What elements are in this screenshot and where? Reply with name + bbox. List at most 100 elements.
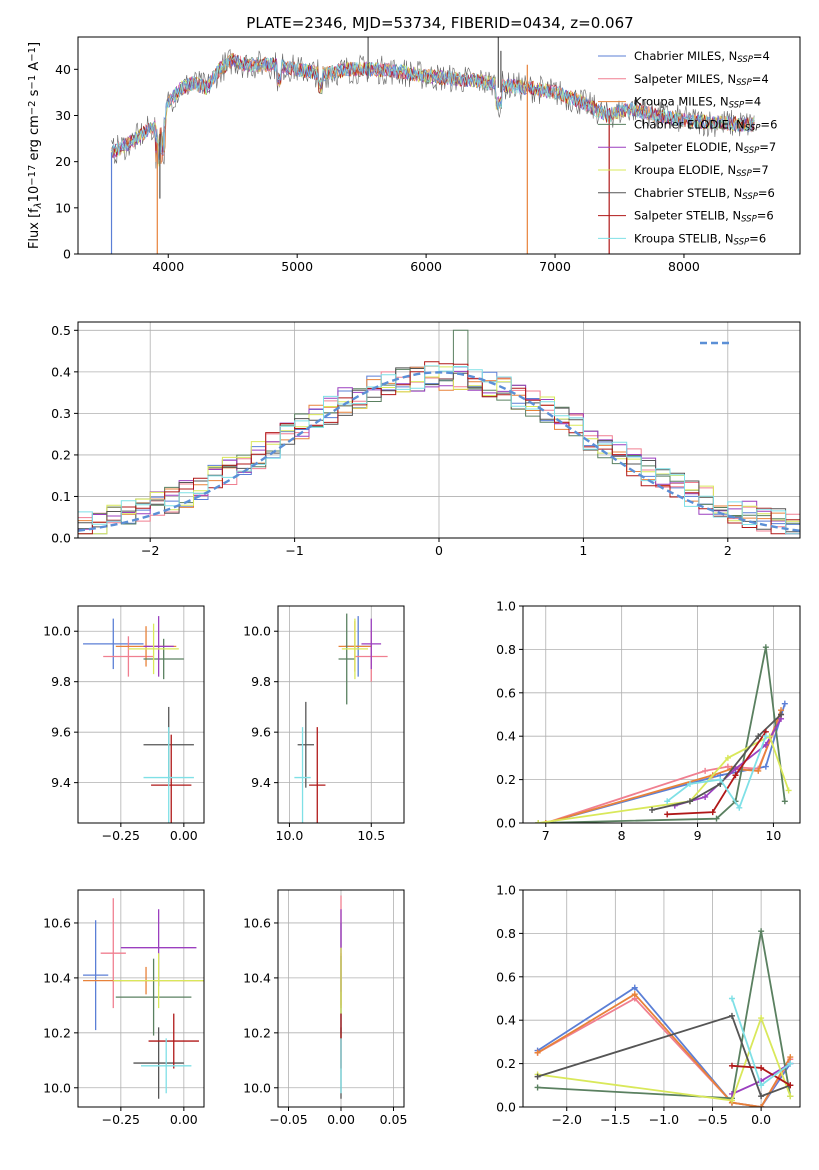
y-tick-label: 0.5 — [51, 323, 71, 338]
weight-marker — [534, 1073, 541, 1080]
x-tick-label: 8000 — [668, 259, 700, 274]
y-tick-label: 40 — [55, 62, 71, 77]
plot-area-age_vs_mass — [294, 613, 388, 823]
axes-mass_vs_z: −0.25 0.00 10.0 10.2 10.4 10.6 — [43, 889, 205, 1127]
y-tick-label: 0.4 — [51, 364, 71, 379]
histogram-series-7 — [78, 361, 800, 535]
weight-marker — [664, 811, 671, 818]
weight-marker — [758, 928, 765, 935]
weight-series-0 — [545, 703, 786, 823]
y-axis-label-part: 10 — [27, 186, 42, 203]
weight-marker — [542, 820, 549, 823]
y-tick-label: 0.2 — [496, 772, 516, 787]
y-tick-label: 0.6 — [496, 685, 516, 700]
legend-entry: Kroupa ELODIE, NSSP=7 — [634, 163, 769, 179]
weight-marker — [702, 793, 709, 800]
legend-sep: , N — [728, 140, 744, 154]
weight-marker — [787, 1054, 794, 1061]
plot-area-spectrum — [110, 37, 755, 254]
y-tick-label: 0.0 — [51, 531, 71, 546]
y-tick-label: 10.2 — [43, 1025, 71, 1040]
y-axis-label-part: −2 — [27, 100, 38, 115]
y-tick-label: 10.2 — [243, 1025, 271, 1040]
axes-frame — [522, 889, 801, 1108]
legend-nssp: 6 — [768, 186, 775, 200]
y-tick-label: 10.4 — [243, 970, 271, 985]
y-axis-label-part: s — [27, 89, 42, 100]
weight-marker — [724, 754, 731, 761]
spectrum-series-4 — [111, 54, 755, 162]
x-tick-label: 10 — [765, 828, 781, 843]
legend-nssp: 6 — [759, 231, 766, 245]
legend-nssp: 6 — [770, 117, 777, 131]
axes-age_vs_mass: 10.0 10.5 9.4 9.6 9.8 10.0 — [243, 605, 405, 843]
weight-marker — [717, 776, 724, 783]
y-tick-label: 10.0 — [243, 624, 271, 639]
axes-residuals: −2 −1 0 1 2 0.0 0.1 0.2 0.3 0.4 0.5 — [51, 321, 801, 558]
legend-sep: , N — [720, 72, 736, 86]
weight-marker — [686, 780, 693, 787]
weight-marker — [785, 787, 792, 794]
y-axis-label-part: −1 — [27, 75, 38, 90]
legend-eq: = — [758, 186, 768, 200]
figure-title: PLATE=2346, MJD=53734, FIBERID=0434, z=0… — [246, 14, 633, 32]
weight-marker — [758, 1082, 765, 1089]
x-tick-label: −0.25 — [102, 828, 140, 843]
y-tick-label: 9.4 — [51, 775, 71, 790]
weight-marker — [664, 798, 671, 805]
weight-marker — [534, 1049, 541, 1056]
x-tick-label: 7 — [542, 828, 550, 843]
x-tick-label: 0.00 — [170, 1112, 198, 1127]
y-tick-label: 9.6 — [251, 725, 271, 740]
legend-entry: Salpeter MILES, NSSP=4 — [634, 72, 769, 88]
legend-sep: , N — [718, 231, 734, 245]
weight-marker — [758, 1015, 765, 1022]
legend-sub: SSP — [737, 55, 753, 65]
legend-name: Chabrier ELODIE — [634, 117, 729, 131]
legend-entry: Kroupa STELIB, NSSP=6 — [634, 231, 766, 247]
y-tick-label: 0.1 — [51, 489, 71, 504]
axes-weight_vs_age: 7 8 9 10 0.0 0.2 0.4 0.6 0.8 1.0 — [496, 599, 801, 843]
legend-sep: , N — [713, 95, 729, 109]
weight-marker — [762, 741, 769, 748]
axes-frame — [77, 36, 801, 255]
x-tick-label: −1.0 — [649, 1112, 679, 1127]
y-tick-label: 10.0 — [243, 1080, 271, 1095]
x-tick-label: −2 — [141, 543, 159, 558]
weight-marker — [534, 1084, 541, 1091]
weight-marker — [702, 767, 709, 774]
y-tick-label: 9.4 — [251, 775, 271, 790]
legend-eq: = — [749, 231, 759, 245]
x-tick-label: 8 — [618, 828, 626, 843]
legend-sep: , N — [720, 163, 736, 177]
legend-sep: , N — [729, 117, 745, 131]
legend-eq: = — [752, 163, 762, 177]
plot-area-mass_vs_z — [83, 898, 204, 1099]
legend-nssp: 4 — [763, 49, 770, 63]
weight-marker — [758, 1104, 765, 1107]
weight-marker — [781, 700, 788, 707]
y-tick-label: 9.8 — [51, 674, 71, 689]
y-tick-label: 10 — [55, 200, 71, 215]
y-axis-label-part: −17 — [27, 165, 38, 186]
y-tick-label: 1.0 — [496, 883, 516, 898]
weight-marker — [736, 804, 743, 811]
x-tick-label: 5000 — [281, 259, 313, 274]
weight-marker — [728, 1062, 735, 1069]
legend-name: Kroupa STELIB — [634, 231, 718, 245]
x-tick-label: 0.00 — [327, 1112, 355, 1127]
y-axis-label-part: erg cm — [27, 115, 42, 164]
legend-eq: = — [757, 209, 767, 223]
axes-age_vs_z: −0.25 0.00 9.4 9.6 9.8 10.0 — [43, 605, 205, 843]
axes-frame — [77, 889, 205, 1108]
weight-series-3 — [538, 647, 786, 823]
legend-name: Salpeter MILES — [634, 72, 720, 86]
weight-marker — [781, 798, 788, 805]
y-tick-label: 0.0 — [496, 816, 516, 831]
weight-marker — [728, 1097, 735, 1104]
weight-marker — [762, 644, 769, 651]
legend-nssp: 6 — [766, 209, 773, 223]
weight-marker — [724, 763, 731, 770]
x-tick-label: 6000 — [410, 259, 442, 274]
x-tick-label: −0.05 — [269, 1112, 307, 1127]
